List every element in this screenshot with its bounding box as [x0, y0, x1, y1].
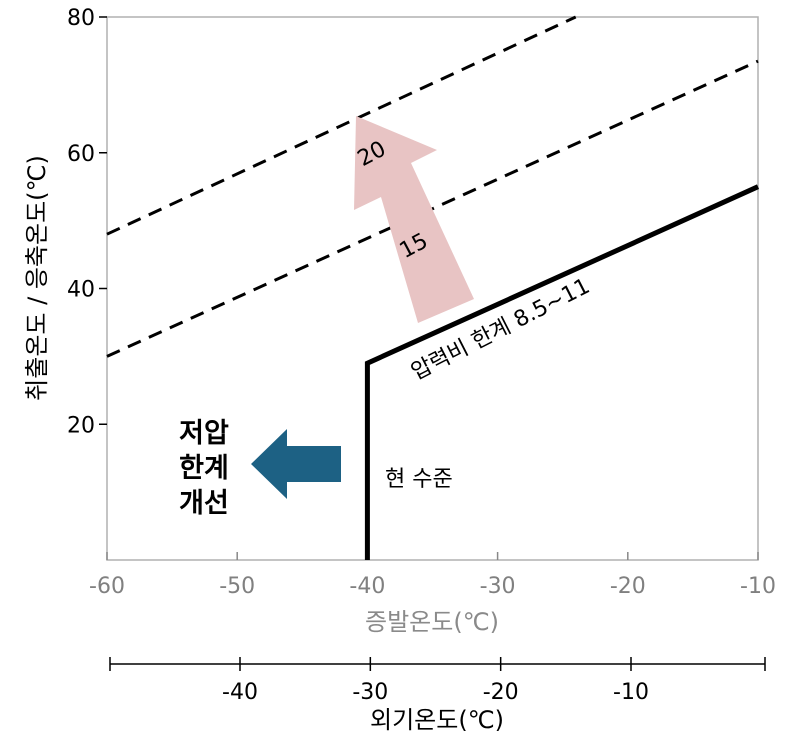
- x-axis: -60 -50 -40 -30 -20 -10: [89, 552, 776, 599]
- series-line-0: [106, 15, 577, 236]
- improvement-label-line3: 개선: [179, 488, 229, 519]
- y-axis-title: 취출온도 / 응축온도(℃): [23, 155, 51, 401]
- x-tick-label-5: -10: [740, 574, 776, 599]
- sec-x-tick-label-3: -10: [613, 680, 649, 705]
- y-tick-label-3: 20: [67, 413, 95, 438]
- x-tick-label-1: -50: [219, 574, 255, 599]
- y-axis: 80 60 40 20: [67, 6, 107, 438]
- improvement-up-arrow: [354, 116, 474, 323]
- x-tick-label-2: -40: [349, 574, 385, 599]
- improvement-label-line1: 저압: [179, 418, 229, 449]
- sec-x-tick-label-2: -20: [483, 680, 519, 705]
- sec-x-tick-label-0: -40: [222, 680, 258, 705]
- y-tick-label-1: 60: [67, 142, 95, 167]
- y-tick-label-0: 80: [67, 6, 95, 31]
- x-tick-label-4: -20: [610, 574, 646, 599]
- improvement-left-arrow: [251, 429, 341, 499]
- x-axis-title: 증발온도(℃): [365, 608, 499, 636]
- secondary-x-axis: -40 -30 -20 -10: [222, 657, 649, 705]
- series-line-2: [364, 184, 760, 560]
- x-tick-label-0: -60: [89, 574, 125, 599]
- series-line-1: [106, 59, 759, 358]
- series-layer: [106, 15, 760, 560]
- improvement-label-line2: 한계: [179, 453, 229, 484]
- current-level-label: 현 수준: [385, 467, 453, 492]
- sec-x-tick-label-1: -30: [352, 680, 388, 705]
- y-tick-label-2: 40: [67, 278, 95, 303]
- secondary-x-axis-title: 외기온도(℃): [370, 706, 504, 734]
- x-tick-label-3: -30: [480, 574, 516, 599]
